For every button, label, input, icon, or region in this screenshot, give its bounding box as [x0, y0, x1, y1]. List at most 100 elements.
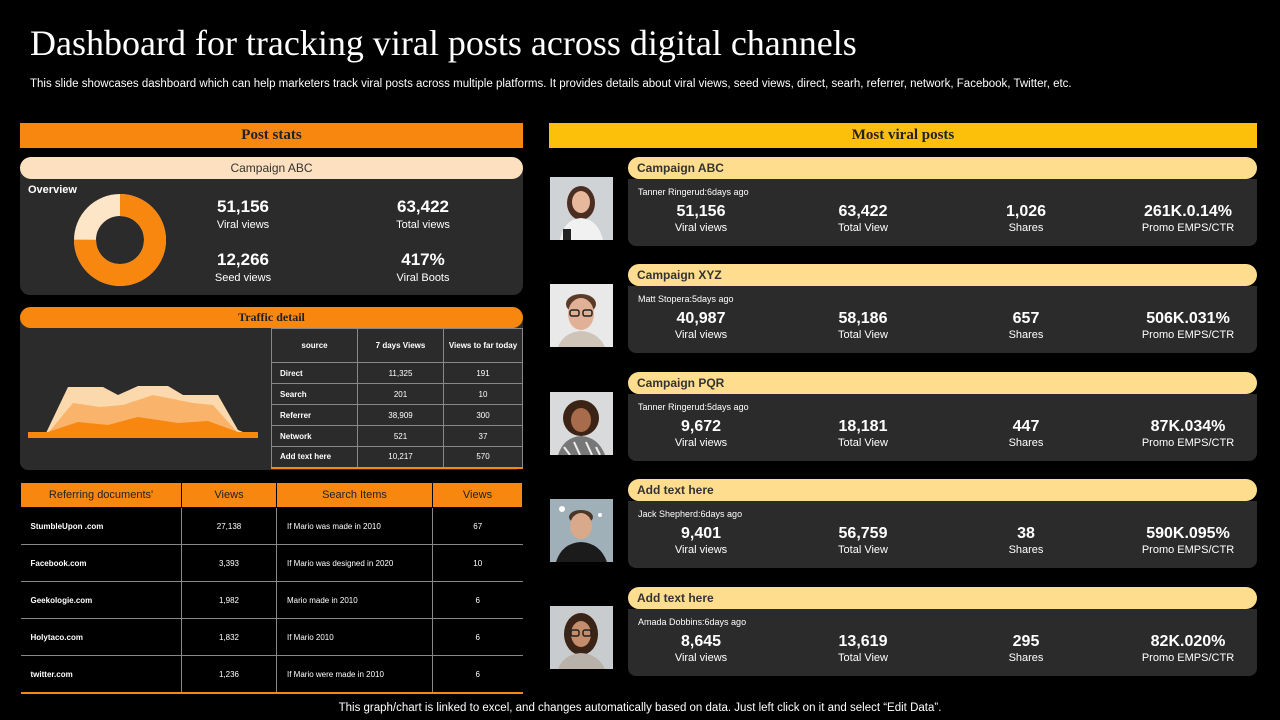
metric-viral-views: 51,156 Viral views — [193, 197, 293, 231]
doc-col-views-2: Views — [432, 482, 523, 508]
viral-metric-value: 58,186 — [838, 310, 888, 327]
viral-post-author: Matt Stopera:5days ago — [638, 294, 734, 304]
metric-total-views: 63,422 Total views — [373, 197, 473, 231]
doc-source: Geekologie.com — [20, 581, 182, 619]
viral-metric-label: Viral views — [674, 437, 728, 449]
viral-metric: 87K.034% Promo EMPS/CTR — [1118, 418, 1258, 449]
viral-metric: 63,422 Total View — [793, 203, 933, 234]
viral-metric-label: Total View — [838, 437, 888, 449]
viral-metric-value: 590K.095% — [1146, 525, 1230, 542]
viral-metric-value: 295 — [1012, 633, 1040, 650]
viral-post-author: Tanner Ringerud:5days ago — [638, 402, 749, 412]
table-row: StumbleUpon .com 27,138 If Mario was mad… — [20, 507, 523, 545]
viral-metric-value: 63,422 — [838, 203, 888, 220]
viral-metric-label: Promo EMPS/CTR — [1141, 222, 1235, 234]
viral-metric-value: 1,026 — [1005, 203, 1047, 220]
viral-metric: 38 Shares — [956, 525, 1096, 556]
viral-metric-label: Promo EMPS/CTR — [1141, 437, 1235, 449]
viral-post-card: Amada Dobbins:6days ago 8,645 Viral view… — [628, 609, 1257, 676]
viral-metric-label: Shares — [1008, 437, 1044, 449]
doc-views: 1,236 — [181, 655, 277, 694]
overview-label: Overview — [28, 184, 77, 196]
viral-metric-label: Shares — [1008, 329, 1044, 341]
page-subtitle: This slide showcases dashboard which can… — [30, 78, 1072, 90]
table-row: Holytaco.com 1,832 If Mario 2010 6 — [20, 618, 523, 656]
traffic-today: 191 — [443, 362, 523, 384]
avatar-woman-icon — [550, 177, 613, 240]
table-row: Add text here 10,217 570 — [271, 446, 523, 468]
avatar-man-hoodie-icon — [550, 499, 613, 562]
viral-post-card: Tanner Ringerud:5days ago 9,672 Viral vi… — [628, 394, 1257, 461]
metric-value: 12,266 — [217, 250, 269, 269]
viral-metric: 506K.031% Promo EMPS/CTR — [1118, 310, 1258, 341]
table-row: Search 201 10 — [271, 383, 523, 405]
viral-metric-label: Viral views — [674, 652, 728, 664]
traffic-today: 300 — [443, 404, 523, 426]
viral-metric-label: Shares — [1008, 544, 1044, 556]
viral-metric-value: 13,619 — [838, 633, 888, 650]
traffic-table: source 7 days Views Views to far today D… — [271, 328, 523, 469]
viral-metric-label: Viral views — [674, 222, 728, 234]
viral-metric-label: Total View — [838, 222, 888, 234]
metric-label: Seed views — [214, 272, 272, 284]
traffic-header: Traffic detail — [20, 307, 523, 328]
viral-metric-value: 38 — [1017, 525, 1035, 542]
avatar — [550, 177, 613, 240]
metric-label: Total views — [396, 219, 450, 231]
avatar — [550, 284, 613, 347]
doc-search: If Mario was made in 2010 — [276, 507, 433, 545]
most-viral-header: Most viral posts — [549, 123, 1257, 148]
viral-post-author: Tanner Ringerud:6days ago — [638, 187, 749, 197]
doc-views: 1,832 — [181, 618, 277, 656]
traffic-area-chart — [28, 386, 258, 438]
doc-views: 27,138 — [181, 507, 277, 545]
footer-note: This graph/chart is linked to excel, and… — [338, 702, 942, 714]
viral-metric-label: Viral views — [674, 329, 728, 341]
traffic-7day: 11,325 — [357, 362, 444, 384]
avatar-man-glasses-icon — [550, 284, 613, 347]
avatar — [550, 499, 613, 562]
avatar — [550, 392, 613, 455]
metric-viral-boots: 417% Viral Boots — [373, 250, 473, 284]
viral-metric: 9,401 Viral views — [631, 525, 771, 556]
traffic-source: Direct — [271, 362, 358, 384]
viral-metric: 8,645 Viral views — [631, 633, 771, 664]
doc-search-views: 6 — [432, 618, 523, 656]
viral-metric-value: 56,759 — [838, 525, 888, 542]
table-row: Direct 11,325 191 — [271, 362, 523, 384]
post-stats-header: Post stats — [20, 123, 523, 148]
doc-col-views: Views — [181, 482, 277, 508]
viral-post-campaign: Campaign PQR — [628, 372, 1257, 394]
traffic-7day: 38,909 — [357, 404, 444, 426]
viral-post-card: Tanner Ringerud:6days ago 51,156 Viral v… — [628, 179, 1257, 246]
avatar-woman-curly-icon — [550, 392, 613, 455]
traffic-7day: 10,217 — [357, 446, 444, 468]
viral-metric: 590K.095% Promo EMPS/CTR — [1118, 525, 1258, 556]
doc-source: Facebook.com — [20, 544, 182, 582]
viral-post-card: Matt Stopera:5days ago 40,987 Viral view… — [628, 286, 1257, 353]
doc-search-views: 67 — [432, 507, 523, 545]
viral-metric: 40,987 Viral views — [631, 310, 771, 341]
avatar — [550, 606, 613, 669]
viral-metric-value: 261K.0.14% — [1143, 203, 1233, 220]
viral-metric: 447 Shares — [956, 418, 1096, 449]
viral-metric-label: Total View — [838, 544, 888, 556]
viral-metric-label: Promo EMPS/CTR — [1141, 329, 1235, 341]
viral-metric-label: Shares — [1008, 222, 1044, 234]
traffic-source: Referrer — [271, 404, 358, 426]
traffic-today: 10 — [443, 383, 523, 405]
viral-metric-value: 657 — [1012, 310, 1040, 327]
viral-metric: 56,759 Total View — [793, 525, 933, 556]
doc-search: Mario made in 2010 — [276, 581, 433, 619]
doc-search: If Mario was designed in 2020 — [276, 544, 433, 582]
doc-search-views: 10 — [432, 544, 523, 582]
doc-source: StumbleUpon .com — [20, 507, 182, 545]
metric-label: Viral views — [216, 219, 270, 231]
table-row: Facebook.com 3,393 If Mario was designed… — [20, 544, 523, 582]
viral-metric: 82K.020% Promo EMPS/CTR — [1118, 633, 1258, 664]
viral-metric: 18,181 Total View — [793, 418, 933, 449]
traffic-7day: 521 — [357, 425, 444, 447]
referring-documents-table: Referring documents' Views Search Items … — [20, 482, 523, 694]
table-row: Referrer 38,909 300 — [271, 404, 523, 426]
traffic-area-base — [28, 432, 258, 438]
